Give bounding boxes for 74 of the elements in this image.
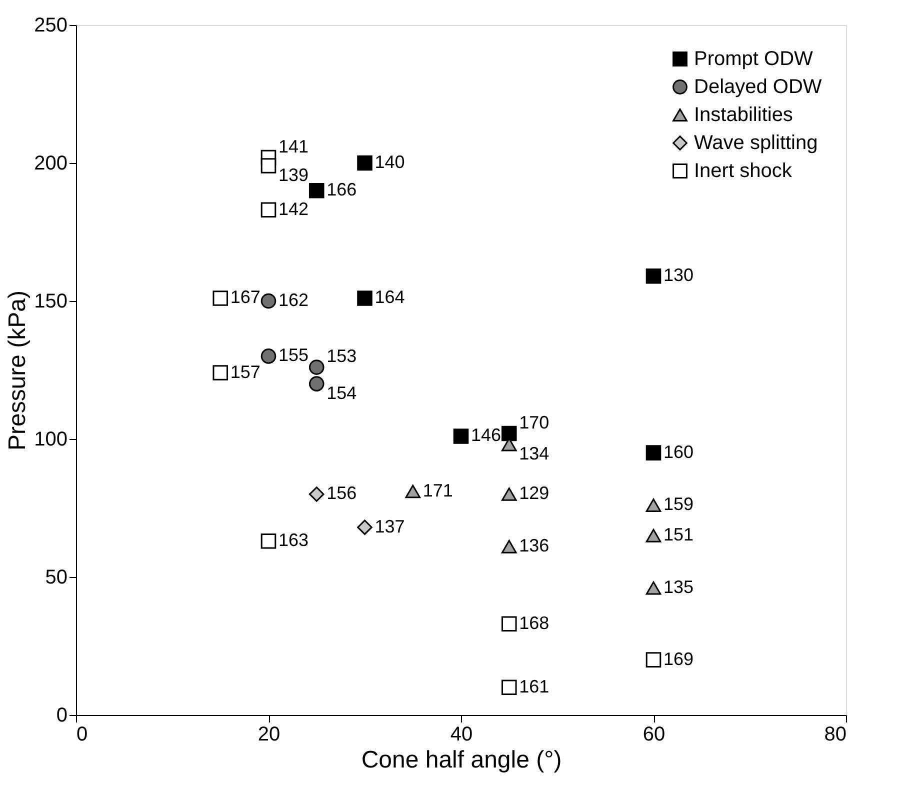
annotation: 161 <box>519 676 550 696</box>
annotation: 164 <box>374 287 405 308</box>
point <box>212 290 228 306</box>
x-tick-label: 0 <box>76 724 88 746</box>
annotation: 153 <box>326 346 357 366</box>
point <box>308 486 324 502</box>
point <box>357 290 372 306</box>
annotation: 162 <box>278 290 309 310</box>
annotation: 151 <box>664 524 694 545</box>
y-tick-label: 100 <box>34 428 68 450</box>
annotation: 160 <box>664 442 694 462</box>
point <box>260 533 276 549</box>
y-tick-label: 200 <box>34 152 68 174</box>
y-tick-label: 50 <box>45 566 68 588</box>
annotation: 159 <box>664 494 694 514</box>
y-tick-label: 0 <box>56 704 68 726</box>
annotation: 154 <box>326 382 357 403</box>
annotation: 156 <box>326 483 357 504</box>
annotation: 139 <box>278 164 309 185</box>
annotation: 167 <box>230 287 260 308</box>
annotation: 130 <box>664 265 694 286</box>
legend-label: Inert shock <box>694 160 793 182</box>
point <box>646 498 662 512</box>
point <box>501 426 517 442</box>
legend-label: Prompt ODW <box>694 48 814 70</box>
point <box>308 360 324 375</box>
annotation: 137 <box>374 516 405 536</box>
y-tick-label: 150 <box>34 290 68 312</box>
annotation: 135 <box>664 577 694 598</box>
point <box>212 365 228 380</box>
legend-label: Delayed ODW <box>694 76 822 98</box>
legend-label: Instabilities <box>694 104 793 126</box>
point <box>501 487 517 501</box>
y-tick-label: 250 <box>34 14 68 36</box>
point <box>501 616 517 632</box>
point <box>308 182 324 198</box>
annotation: 166 <box>326 180 357 200</box>
point <box>453 428 469 444</box>
annotation: 146 <box>471 425 502 446</box>
point <box>260 293 276 309</box>
annotation: 142 <box>278 198 309 219</box>
point <box>260 158 276 174</box>
point <box>357 155 372 171</box>
annotation: 140 <box>374 152 405 172</box>
point <box>646 581 662 595</box>
x-tick-label: 60 <box>642 724 666 746</box>
point <box>260 348 276 364</box>
x-axis-title: Cone half angle (°) <box>361 746 562 774</box>
x-tick-label: 40 <box>450 724 473 746</box>
point <box>501 540 517 554</box>
annotation: 168 <box>519 612 550 633</box>
annotation: 129 <box>519 483 550 504</box>
point <box>646 268 662 284</box>
point <box>646 445 662 460</box>
legend-label: Wave splitting <box>694 132 818 154</box>
annotation: 136 <box>519 536 550 556</box>
point <box>308 376 324 392</box>
point <box>646 652 662 668</box>
annotation: 171 <box>422 480 453 500</box>
annotation: 169 <box>664 648 694 669</box>
annotation: 170 <box>519 412 550 432</box>
point <box>357 520 372 535</box>
annotation: 157 <box>230 362 260 382</box>
x-tick-label: 20 <box>258 724 280 746</box>
annotation: 134 <box>519 444 550 464</box>
point <box>501 680 517 696</box>
point <box>405 484 421 498</box>
point <box>260 202 276 218</box>
annotation: 155 <box>278 345 309 366</box>
x-tick-label: 80 <box>824 724 846 746</box>
y-axis-title: Pressure (kPa) <box>4 290 32 451</box>
annotation: 141 <box>278 136 309 156</box>
point <box>646 528 662 542</box>
annotation: 163 <box>278 530 309 550</box>
